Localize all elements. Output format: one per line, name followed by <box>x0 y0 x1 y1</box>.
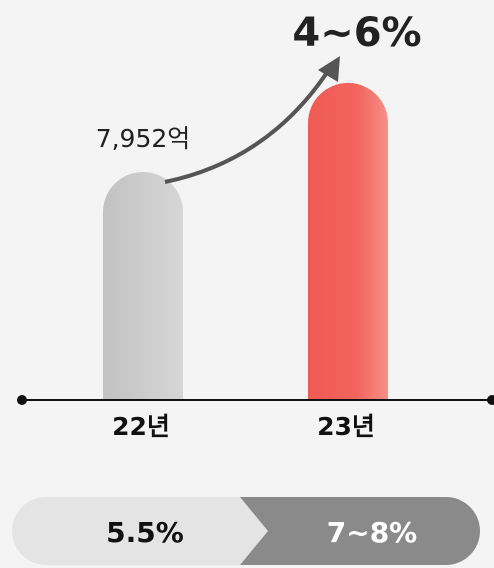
value-label: 7,952억 <box>96 124 191 153</box>
growth-annotation: 4~6% <box>292 10 421 56</box>
bar <box>103 172 183 400</box>
comparison-right <box>240 497 480 565</box>
baseline-dot <box>487 395 494 405</box>
comparison-label: 5.5% <box>106 516 184 549</box>
bar <box>308 82 388 400</box>
plot <box>103 82 388 400</box>
x-tick-label: 23년 <box>317 412 375 441</box>
x-tick-label: 22년 <box>112 412 170 441</box>
comparison-label: 7~8% <box>327 516 417 549</box>
baseline-dot <box>17 395 27 405</box>
comparison-left <box>12 497 300 565</box>
arrow-head <box>318 56 340 82</box>
growth-arrow <box>164 66 332 184</box>
